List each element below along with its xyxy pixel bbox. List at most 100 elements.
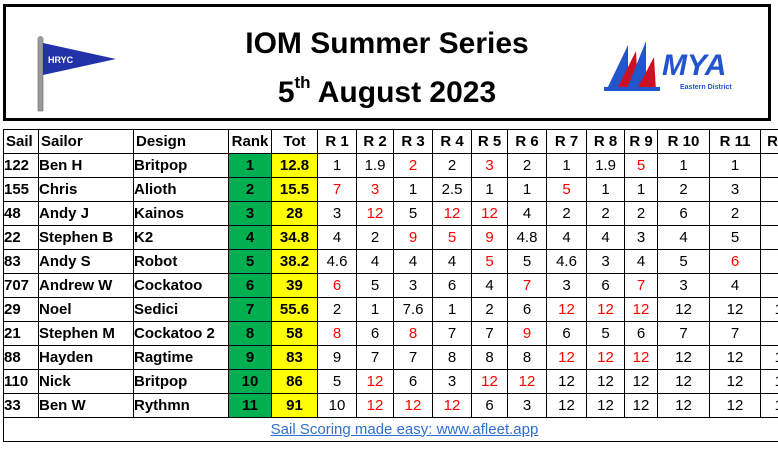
race-score-cell: 6 <box>709 249 761 274</box>
sail-number-cell: 48 <box>3 201 39 226</box>
flag-label: HRYC <box>48 55 74 65</box>
race-score-cell: 12 <box>586 393 625 418</box>
table-row: 88HaydenRagtime983977888121212121212 <box>3 345 778 370</box>
race-score-cell: 4 <box>586 225 625 250</box>
race-score-cell: 12 <box>471 201 508 226</box>
total-cell: 91 <box>271 393 318 418</box>
race-score-cell: 5 <box>393 201 433 226</box>
race-score-cell: 12 <box>709 393 761 418</box>
column-header: R 2 <box>356 129 394 154</box>
column-header: R 11 <box>709 129 761 154</box>
race-score-cell: 2 <box>432 153 472 178</box>
race-score-cell: 8 <box>432 345 472 370</box>
sailor-cell: Hayden <box>38 345 134 370</box>
column-header: R 4 <box>432 129 472 154</box>
race-score-cell: 2 <box>317 297 357 322</box>
race-score-cell: 12 <box>760 345 778 370</box>
design-cell: Alioth <box>133 177 229 202</box>
rank-cell: 3 <box>228 201 272 226</box>
race-score-cell: 12 <box>709 297 761 322</box>
race-score-cell: 5 <box>624 153 658 178</box>
race-score-cell: 12 <box>709 369 761 394</box>
race-score-cell: 3 <box>546 273 587 298</box>
race-score-cell: 7 <box>507 273 547 298</box>
race-score-cell: 1 <box>507 177 547 202</box>
race-score-cell: 6 <box>624 321 658 346</box>
race-score-cell: 1 <box>546 153 587 178</box>
race-score-cell: 4 <box>709 273 761 298</box>
race-score-cell: 12 <box>356 393 394 418</box>
hryc-flag-icon: HRYC <box>37 36 116 112</box>
column-header: R 6 <box>507 129 547 154</box>
race-score-cell: 5 <box>546 177 587 202</box>
race-score-cell: 2 <box>471 297 508 322</box>
rank-cell: 10 <box>228 369 272 394</box>
race-score-cell: 3 <box>356 177 394 202</box>
race-score-cell: 12 <box>546 297 587 322</box>
sailor-cell: Nick <box>38 369 134 394</box>
race-score-cell: 2 <box>586 201 625 226</box>
total-cell: 38.2 <box>271 249 318 274</box>
total-cell: 28 <box>271 201 318 226</box>
column-header: R 9 <box>624 129 658 154</box>
race-score-cell: 12 <box>586 297 625 322</box>
race-score-cell: 12 <box>356 369 394 394</box>
sail-number-cell: 29 <box>3 297 39 322</box>
race-score-cell: 1 <box>709 153 761 178</box>
race-score-cell: 1 <box>760 153 778 178</box>
race-score-cell: 9 <box>317 345 357 370</box>
footer-row: Sail Scoring made easy: www.afleet.app <box>3 417 778 442</box>
rank-cell: 4 <box>228 225 272 250</box>
race-score-cell: 6 <box>432 273 472 298</box>
race-score-cell: 12 <box>760 393 778 418</box>
design-cell: K2 <box>133 225 229 250</box>
race-score-cell: 12 <box>432 201 472 226</box>
race-score-cell: 1 <box>624 177 658 202</box>
race-score-cell: 4.6 <box>546 249 587 274</box>
race-score-cell: 12 <box>760 369 778 394</box>
total-cell: 34.8 <box>271 225 318 250</box>
race-score-cell: 12 <box>657 297 710 322</box>
race-score-cell: 9 <box>507 321 547 346</box>
race-score-cell: 6 <box>317 273 357 298</box>
race-score-cell: 3 <box>586 249 625 274</box>
race-score-cell: 7 <box>432 321 472 346</box>
race-score-cell: 6 <box>586 273 625 298</box>
column-header: Tot <box>271 129 318 154</box>
sailor-cell: Stephen M <box>38 321 134 346</box>
race-score-cell: 7 <box>624 273 658 298</box>
sailor-cell: Stephen B <box>38 225 134 250</box>
logo-text: MYA <box>662 49 726 82</box>
race-score-cell: 4 <box>546 225 587 250</box>
race-score-cell: 3 <box>317 201 357 226</box>
rank-cell: 2 <box>228 177 272 202</box>
race-score-cell: 3 <box>393 273 433 298</box>
design-cell: Robot <box>133 249 229 274</box>
race-score-cell: 7 <box>356 345 394 370</box>
rank-cell: 5 <box>228 249 272 274</box>
race-score-cell: 4 <box>624 249 658 274</box>
sail-number-cell: 33 <box>3 393 39 418</box>
race-score-cell: 4 <box>760 225 778 250</box>
race-score-cell: 8 <box>317 321 357 346</box>
sailor-cell: Chris <box>38 177 134 202</box>
sail-number-cell: 707 <box>3 273 39 298</box>
column-header: Design <box>133 129 229 154</box>
race-score-cell: 12 <box>709 345 761 370</box>
sail-number-cell: 83 <box>3 249 39 274</box>
race-score-cell: 1 <box>586 177 625 202</box>
race-score-cell: 4 <box>432 249 472 274</box>
footer-cell: Sail Scoring made easy: www.afleet.app <box>3 417 778 442</box>
rank-cell: 7 <box>228 297 272 322</box>
sailor-cell: Ben H <box>38 153 134 178</box>
race-score-cell: 7 <box>709 321 761 346</box>
race-score-cell: 6 <box>393 369 433 394</box>
afleet-link[interactable]: Sail Scoring made easy: www.afleet.app <box>270 420 539 438</box>
